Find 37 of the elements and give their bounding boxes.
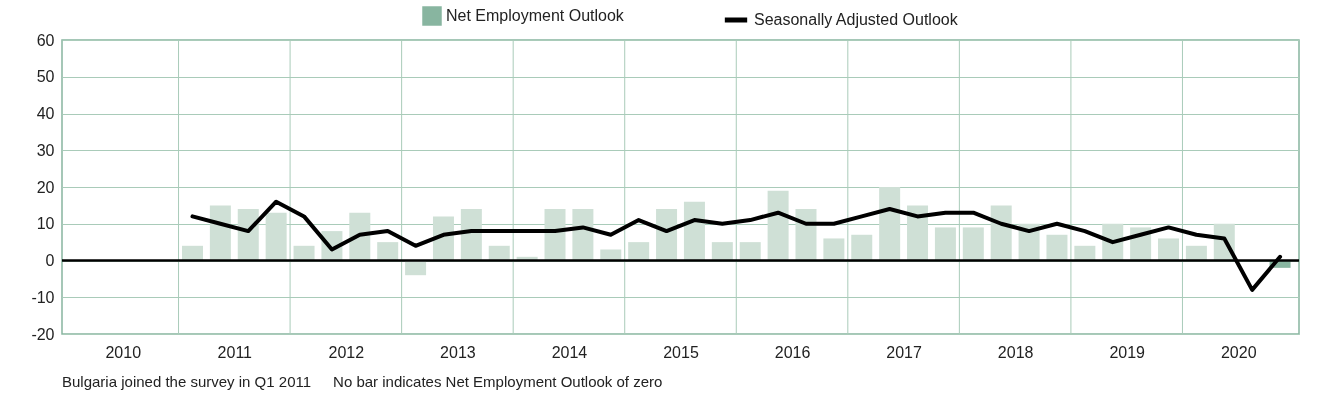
x-tick-label: 2013 — [440, 343, 476, 361]
bar — [990, 205, 1012, 261]
x-tick-label: 2014 — [551, 343, 588, 361]
bar — [851, 234, 873, 261]
text: No bar indicates Net Employment Outlook of zero — [333, 373, 663, 390]
x-tick-label: 2011 — [217, 343, 253, 361]
y-tick-label: 0 — [45, 252, 55, 269]
bar — [683, 201, 705, 261]
x-tick-label: 2015 — [663, 343, 699, 361]
y-tick-label: 50 — [36, 68, 55, 86]
y-tick-label: -10 — [31, 288, 55, 306]
text: Bulgaria joined the survey in Q1 2011 — [62, 373, 312, 390]
bar — [767, 190, 789, 261]
bar — [934, 227, 956, 261]
y-tick-label: -20 — [31, 325, 55, 343]
bar — [1158, 238, 1180, 261]
bar — [907, 205, 929, 261]
y-tick-label: 30 — [36, 141, 55, 159]
x-tick-label: 2010 — [105, 343, 142, 361]
legend-label: Seasonally Adjusted Outlook — [754, 11, 959, 28]
x-tick-label: 2018 — [997, 343, 1034, 361]
bar — [823, 238, 845, 261]
bar — [265, 212, 287, 261]
x-tick-label: 2012 — [328, 343, 365, 361]
bar — [879, 187, 901, 261]
legend-label: Net Employment Outlook — [446, 7, 625, 24]
y-tick-label: 40 — [36, 105, 55, 122]
y-tick-label: 60 — [36, 31, 55, 49]
x-tick-label: 2020 — [1220, 343, 1257, 361]
bar — [1046, 234, 1068, 261]
y-tick-label: 10 — [36, 215, 55, 233]
x-tick-label: 2017 — [886, 343, 922, 361]
x-tick-label: 2016 — [774, 343, 811, 361]
x-tick-label: 2019 — [1109, 343, 1146, 361]
y-tick-label: 20 — [36, 178, 55, 196]
bar — [209, 205, 231, 261]
bar — [962, 227, 984, 261]
